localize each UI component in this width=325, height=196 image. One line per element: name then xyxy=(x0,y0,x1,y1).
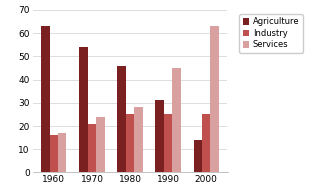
Bar xyxy=(155,100,164,172)
Bar xyxy=(202,114,210,172)
Bar xyxy=(134,107,143,172)
Bar xyxy=(172,68,181,172)
Bar xyxy=(88,124,96,172)
Bar xyxy=(50,135,58,172)
Bar xyxy=(96,117,105,172)
Legend: Agriculture, Industry, Services: Agriculture, Industry, Services xyxy=(240,14,303,53)
Bar xyxy=(58,133,67,172)
Bar xyxy=(41,26,50,172)
Bar xyxy=(193,140,202,172)
Bar xyxy=(210,26,219,172)
Bar xyxy=(126,114,134,172)
Bar xyxy=(164,114,172,172)
Bar xyxy=(117,66,126,172)
Bar xyxy=(79,47,88,172)
